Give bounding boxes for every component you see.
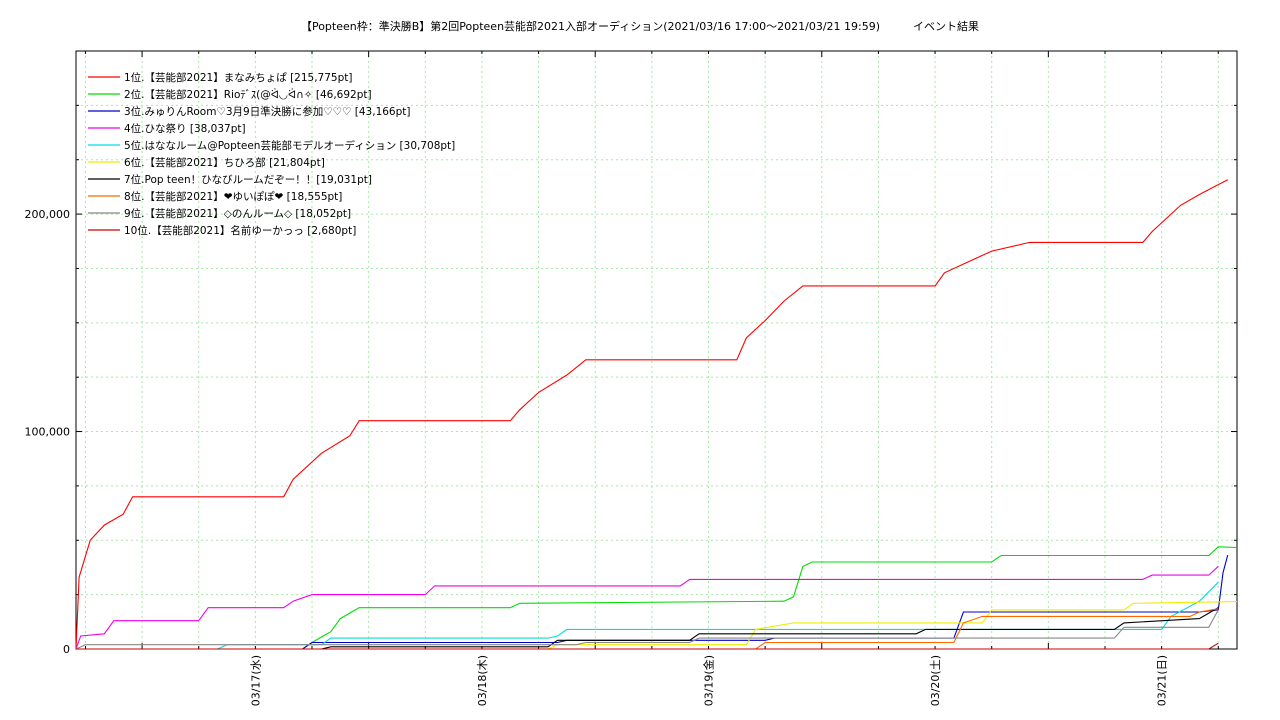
y-tick-label: 100,000 bbox=[25, 426, 71, 439]
series-line-5 bbox=[76, 581, 1219, 650]
series-line-10 bbox=[76, 642, 1219, 650]
series-line-4 bbox=[75, 565, 1219, 650]
series-line-7 bbox=[76, 607, 1219, 650]
legend-entry-10: 10位.【芸能部2021】名前ゆーかっっ [2,680pt] bbox=[124, 224, 356, 237]
series-line-6 bbox=[76, 601, 1238, 650]
series-line-9 bbox=[75, 609, 1219, 650]
legend-entry-7: 7位.Pop teen！ひなびルームだぞー！！[19,031pt] bbox=[124, 173, 372, 186]
legend-entry-3: 3位.みゅりんRoom♡3月9日準決勝に参加♡♡♡ [43,166pt] bbox=[124, 105, 410, 118]
y-tick-label: 0 bbox=[63, 643, 70, 656]
series-line-2 bbox=[76, 546, 1238, 650]
x-tick-label: 03/21(日) bbox=[1156, 655, 1169, 706]
legend-entry-5: 5位.はななルーム@Popteen芸能部モデルオーディション [30,708pt… bbox=[124, 139, 455, 152]
axis-ticks: 0 100,000 200,000 03/17(水) 03/18(木) 03/19(金) 0… bbox=[25, 51, 1237, 706]
y-tick-label: 200,000 bbox=[25, 208, 71, 221]
legend-entry-1: 1位.【芸能部2021】まなみちょぱ [215,775pt] bbox=[124, 71, 352, 84]
legend-entry-6: 6位.【芸能部2021】ちひろ部 [21,804pt] bbox=[124, 156, 325, 169]
grid-lines bbox=[76, 51, 1237, 649]
series-line-1 bbox=[75, 179, 1228, 650]
x-tick-label: 03/19(金) bbox=[702, 655, 716, 706]
x-tick-label: 03/18(木) bbox=[476, 655, 489, 706]
legend-entry-4: 4位.ひな祭り [38,037pt] bbox=[124, 122, 246, 135]
chart-title: 【Popteen枠：準決勝B】第2回Popteen芸能部2021入部オーディショ… bbox=[300, 20, 980, 33]
x-tick-label: 03/20(土) bbox=[929, 655, 942, 706]
legend-entry-8: 8位.【芸能部2021】❤ゆいぽぽ❤ [18,555pt] bbox=[124, 190, 342, 203]
legend: 1位.【芸能部2021】まなみちょぱ [215,775pt] 2位.【芸能部202… bbox=[88, 71, 455, 237]
legend-entry-2: 2位.【芸能部2021】Rioﾃﾞｽ(@ᐛ◡ᐛ∩✧ [46,692pt] bbox=[124, 88, 372, 101]
series-lines bbox=[75, 179, 1238, 650]
legend-entry-9: 9位.【芸能部2021】◇のんルーム◇ [18,052pt] bbox=[124, 207, 351, 220]
series-line-8 bbox=[76, 608, 1219, 650]
x-tick-label: 03/17(水) bbox=[249, 655, 262, 706]
